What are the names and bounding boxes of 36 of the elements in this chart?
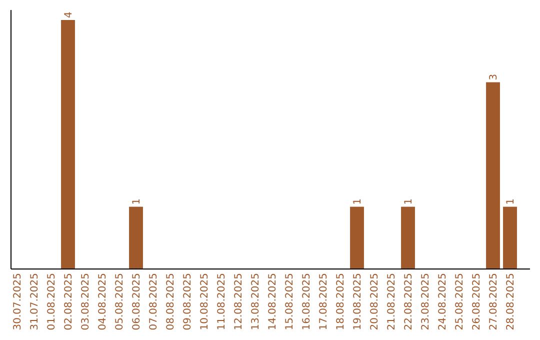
x-tick-label: 28.08.2025 bbox=[506, 273, 516, 330]
x-tick-label: 30.07.2025 bbox=[12, 273, 24, 330]
x-tick-label: 08.08.2025 bbox=[166, 273, 176, 330]
x-tick-label: 01.08.2025 bbox=[46, 273, 58, 330]
x-tick-label: 27.08.2025 bbox=[488, 273, 500, 330]
x-tick-label: 16.08.2025 bbox=[302, 273, 312, 330]
x-tick-label: 03.08.2025 bbox=[80, 273, 92, 330]
data-label: 1 bbox=[404, 198, 414, 205]
x-tick-label: 20.08.2025 bbox=[370, 273, 380, 330]
x-tick-label: 15.08.2025 bbox=[284, 273, 296, 330]
x-tick-label: 24.08.2025 bbox=[438, 273, 448, 330]
x-tick-label: 23.08.2025 bbox=[420, 273, 432, 330]
data-label: 1 bbox=[506, 198, 516, 205]
x-tick-label: 10.08.2025 bbox=[200, 273, 210, 330]
data-label: 4 bbox=[64, 12, 74, 18]
x-tick-label: 13.08.2025 bbox=[250, 273, 262, 330]
x-tick-label: 11.08.2025 bbox=[216, 273, 228, 330]
x-tick-label: 12.08.2025 bbox=[234, 273, 244, 330]
data-label: 1 bbox=[352, 198, 364, 205]
x-tick-label: 18.08.2025 bbox=[336, 273, 346, 330]
x-tick-label: 21.08.2025 bbox=[386, 273, 398, 330]
x-tick-label: 02.08.2025 bbox=[64, 273, 74, 330]
x-tick-label: 09.08.2025 bbox=[182, 273, 194, 330]
x-tick-label: 25.08.2025 bbox=[454, 273, 466, 330]
x-tick-label: 17.08.2025 bbox=[318, 273, 330, 330]
x-tick-label: 07.08.2025 bbox=[148, 273, 160, 330]
x-tick-label: 05.08.2025 bbox=[114, 273, 126, 330]
data-label: 3 bbox=[488, 74, 500, 80]
x-tick-label: 14.08.2025 bbox=[268, 273, 278, 330]
x-tick-label: 22.08.2025 bbox=[404, 273, 414, 330]
x-tick-label: 26.08.2025 bbox=[472, 273, 482, 330]
x-tick-label: 06.08.2025 bbox=[132, 273, 142, 330]
x-tick-label: 04.08.2025 bbox=[98, 273, 108, 330]
x-tick-label: 31.07.2025 bbox=[30, 273, 40, 330]
data-label: 1 bbox=[132, 198, 142, 205]
x-tick-label: 19.08.2025 bbox=[352, 273, 364, 330]
